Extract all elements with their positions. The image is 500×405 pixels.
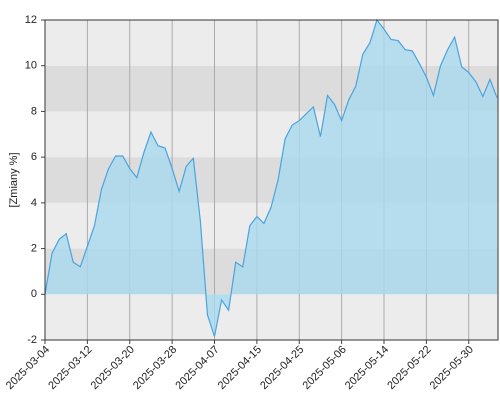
y-tick-label: -2 [27,334,37,346]
grid-band [45,294,498,340]
x-tick-label: 2025-04-07 [173,344,221,392]
x-tick-label: 2025-03-12 [46,344,94,392]
y-tick-label: 4 [31,197,37,209]
y-axis-label: [Zmiany %] [8,152,20,207]
y-tick-label: 0 [31,288,37,300]
x-tick-label: 2025-05-22 [385,344,433,392]
line [44,18,498,337]
y-tick-label: 6 [31,151,37,163]
x-tick-label: 2025-03-20 [89,344,137,392]
y-tick-label: 2 [31,242,37,254]
plot-frame [44,19,499,341]
y-tick-label: 8 [31,105,37,117]
y-tick-label: 12 [25,14,37,26]
grid-band [45,20,498,66]
x-tick-label: 2025-05-06 [301,344,349,392]
x-tick-label: 2025-05-30 [428,344,476,392]
area [45,20,497,337]
x-tick-label: 2025-04-15 [216,344,264,392]
y-tick-label: 10 [25,60,37,72]
x-tick-label: 2025-05-14 [343,344,391,392]
x-tick-label: 2025-04-25 [258,344,306,392]
x-tick-label: 2025-03-28 [131,344,179,392]
x-tick-label: 2025-03-04 [4,344,52,392]
